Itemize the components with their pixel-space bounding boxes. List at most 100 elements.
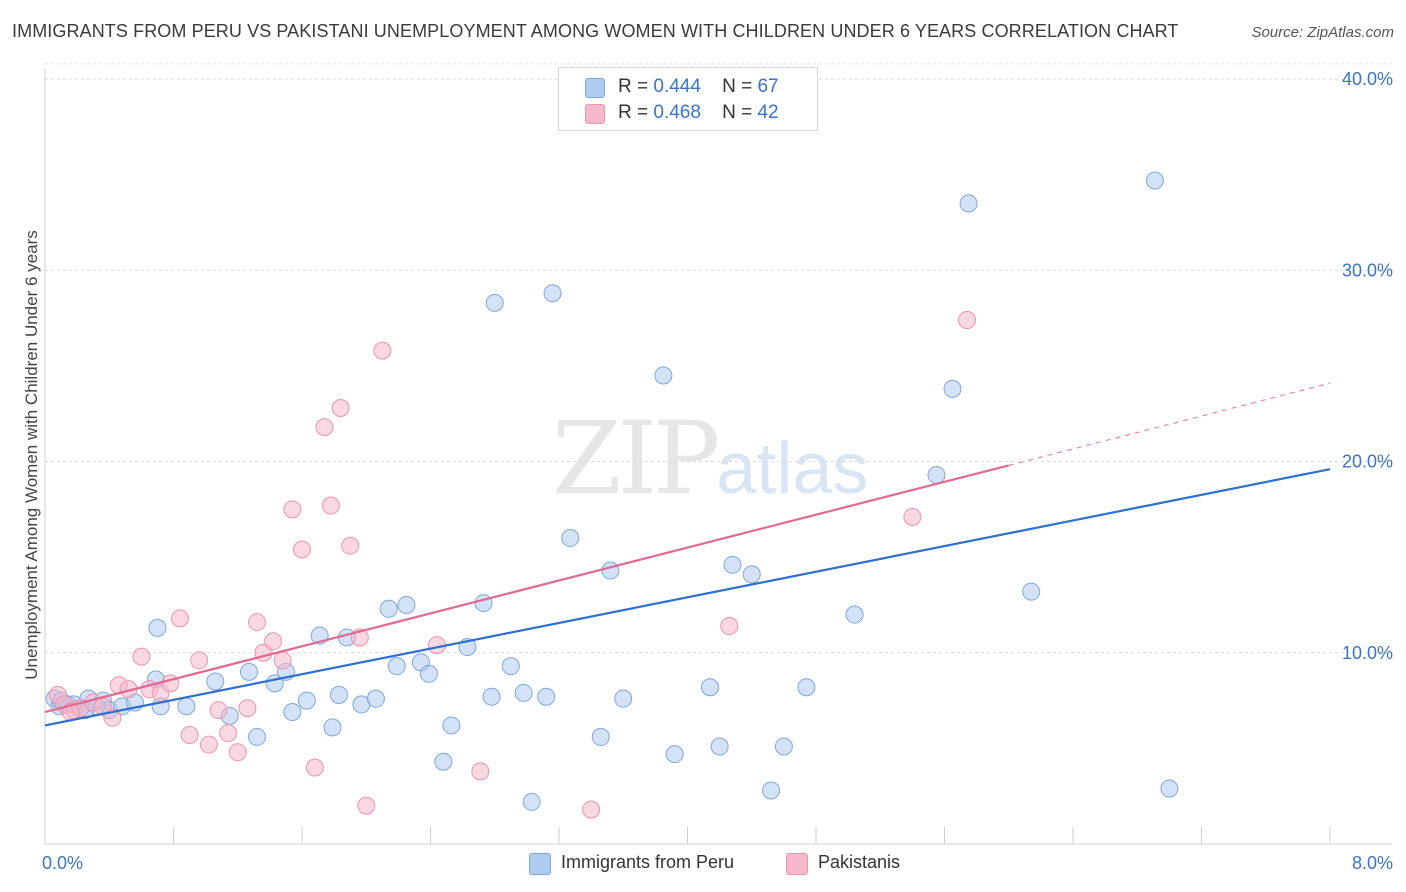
- point-0-40: [537, 687, 556, 706]
- peru-swatch: [585, 78, 605, 98]
- point-0-15: [239, 662, 258, 681]
- point-1-30: [331, 399, 350, 418]
- point-1-40: [957, 311, 976, 330]
- point-0-62: [1160, 779, 1179, 798]
- point-1-21: [248, 613, 267, 632]
- point-0-42: [485, 293, 504, 312]
- point-1-15: [190, 651, 209, 670]
- point-0-28: [387, 657, 406, 676]
- pakistani-points: [48, 311, 976, 819]
- point-0-26: [366, 689, 385, 708]
- chart-title: IMMIGRANTS FROM PERU VS PAKISTANI UNEMPL…: [12, 21, 1179, 41]
- point-1-28: [315, 418, 334, 437]
- trend-lines: [44, 382, 1331, 727]
- legend-text-pakistani: R = 0.468 N = 42: [618, 102, 779, 124]
- point-0-37: [501, 657, 520, 676]
- point-0-27: [379, 599, 398, 618]
- axes: [44, 68, 1392, 845]
- point-0-22: [323, 718, 342, 737]
- point-0-31: [419, 664, 438, 683]
- trend-line-1: [44, 464, 1010, 714]
- point-0-51: [723, 555, 742, 574]
- correlation-legend: R = 0.444 N = 67 R = 0.468 N = 42: [558, 67, 818, 131]
- pakistani-legend-swatch: [786, 853, 808, 875]
- point-1-24: [273, 651, 292, 670]
- legend-text-peru: R = 0.444 N = 67: [618, 76, 779, 98]
- point-0-46: [614, 689, 633, 708]
- point-1-38: [720, 617, 739, 636]
- point-1-37: [582, 800, 601, 819]
- r-label: R =: [618, 76, 649, 97]
- peru-legend-swatch: [529, 853, 551, 875]
- x-tick-label-0: 0.0%: [42, 853, 83, 873]
- point-0-60: [1022, 582, 1041, 601]
- point-0-36: [482, 687, 501, 706]
- point-1-23: [264, 632, 283, 651]
- trend-line-0: [44, 468, 1331, 727]
- watermark: ZIPatlas: [552, 400, 868, 517]
- point-1-17: [209, 701, 228, 720]
- point-0-47: [665, 745, 684, 764]
- point-1-36: [471, 762, 490, 781]
- point-0-32: [442, 716, 461, 735]
- n-label: N =: [722, 76, 753, 97]
- point-0-33: [434, 752, 453, 771]
- y-tick-label-3: 40.0%: [1342, 69, 1393, 89]
- n-value: 67: [757, 76, 779, 97]
- point-0-11: [177, 697, 196, 716]
- point-0-61: [1145, 171, 1164, 190]
- point-0-44: [591, 727, 610, 746]
- point-0-23: [329, 685, 348, 704]
- point-1-20: [238, 699, 257, 718]
- watermark-atlas: atlas: [716, 429, 869, 509]
- n-value: 42: [757, 102, 779, 123]
- point-0-38: [514, 683, 533, 702]
- x-tick-label-1: 8.0%: [1352, 853, 1393, 873]
- point-1-25: [283, 500, 302, 519]
- point-0-13: [206, 672, 225, 691]
- y-tick-label-0: 10.0%: [1342, 643, 1393, 663]
- peru-legend-label: Immigrants from Peru: [561, 852, 735, 872]
- trend-extension-1: [1008, 382, 1331, 466]
- point-0-20: [297, 691, 316, 710]
- r-value: 0.444: [653, 76, 701, 97]
- point-0-54: [774, 737, 793, 756]
- point-0-16: [248, 727, 267, 746]
- point-1-18: [219, 724, 238, 743]
- point-0-58: [943, 379, 962, 398]
- point-1-34: [373, 341, 392, 360]
- point-1-33: [357, 796, 376, 815]
- point-1-39: [903, 508, 922, 527]
- point-1-29: [321, 496, 340, 515]
- point-0-45: [601, 561, 620, 580]
- point-0-57: [927, 465, 946, 484]
- y-axis-label: Unemployment Among Women with Children U…: [22, 230, 41, 679]
- point-0-29: [397, 595, 416, 614]
- point-0-59: [959, 194, 978, 213]
- point-1-26: [293, 540, 311, 559]
- pakistani-swatch: [585, 104, 605, 124]
- point-0-49: [700, 678, 719, 697]
- point-1-9: [132, 647, 151, 666]
- pakistani-legend-label: Pakistanis: [818, 852, 901, 872]
- point-0-39: [522, 792, 541, 811]
- tick-labels: 10.0% 20.0% 30.0% 40.0% 0.0% 8.0%: [42, 69, 1393, 873]
- point-0-50: [710, 737, 729, 756]
- point-0-56: [845, 605, 864, 624]
- n-label: N =: [722, 102, 753, 123]
- point-1-13: [170, 609, 189, 628]
- point-0-55: [797, 678, 816, 697]
- point-1-27: [305, 758, 324, 777]
- point-0-53: [762, 781, 781, 800]
- point-0-52: [742, 565, 761, 584]
- point-0-19: [283, 703, 302, 722]
- source-label: Source: ZipAtlas.com: [1251, 24, 1394, 41]
- r-value: 0.468: [653, 102, 701, 123]
- point-0-48: [654, 366, 673, 385]
- point-0-9: [148, 618, 167, 637]
- r-label: R =: [618, 102, 649, 123]
- point-1-14: [180, 726, 199, 745]
- y-tick-label-2: 30.0%: [1342, 260, 1393, 280]
- point-1-31: [341, 536, 360, 555]
